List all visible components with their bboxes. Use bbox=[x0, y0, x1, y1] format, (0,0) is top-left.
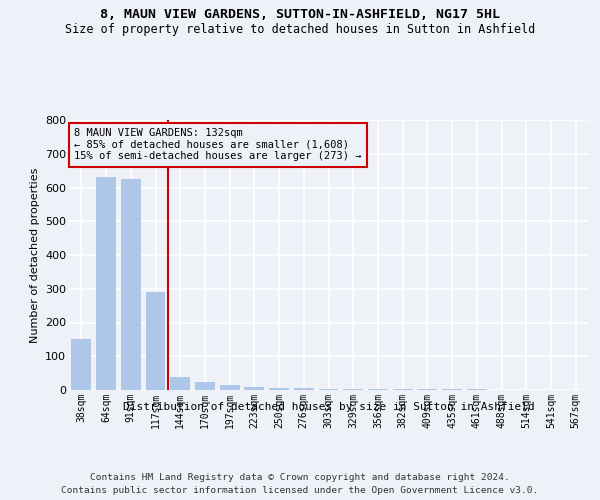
Y-axis label: Number of detached properties: Number of detached properties bbox=[29, 168, 40, 342]
Bar bbox=[170, 376, 190, 390]
Bar bbox=[269, 388, 289, 390]
Text: Size of property relative to detached houses in Sutton in Ashfield: Size of property relative to detached ho… bbox=[65, 22, 535, 36]
Text: 8 MAUN VIEW GARDENS: 132sqm
← 85% of detached houses are smaller (1,608)
15% of : 8 MAUN VIEW GARDENS: 132sqm ← 85% of det… bbox=[74, 128, 362, 162]
Bar bbox=[96, 178, 116, 390]
Bar bbox=[146, 292, 166, 390]
Bar bbox=[368, 389, 388, 390]
Bar bbox=[319, 388, 338, 390]
Bar bbox=[343, 389, 363, 390]
Bar bbox=[195, 382, 215, 390]
Text: Contains public sector information licensed under the Open Government Licence v3: Contains public sector information licen… bbox=[61, 486, 539, 495]
Bar bbox=[294, 388, 314, 390]
Text: Distribution of detached houses by size in Sutton in Ashfield: Distribution of detached houses by size … bbox=[123, 402, 535, 412]
Bar bbox=[71, 340, 91, 390]
Text: Contains HM Land Registry data © Crown copyright and database right 2024.: Contains HM Land Registry data © Crown c… bbox=[90, 472, 510, 482]
Bar bbox=[220, 385, 239, 390]
Bar bbox=[121, 179, 140, 390]
Bar bbox=[244, 388, 264, 390]
Text: 8, MAUN VIEW GARDENS, SUTTON-IN-ASHFIELD, NG17 5HL: 8, MAUN VIEW GARDENS, SUTTON-IN-ASHFIELD… bbox=[100, 8, 500, 20]
